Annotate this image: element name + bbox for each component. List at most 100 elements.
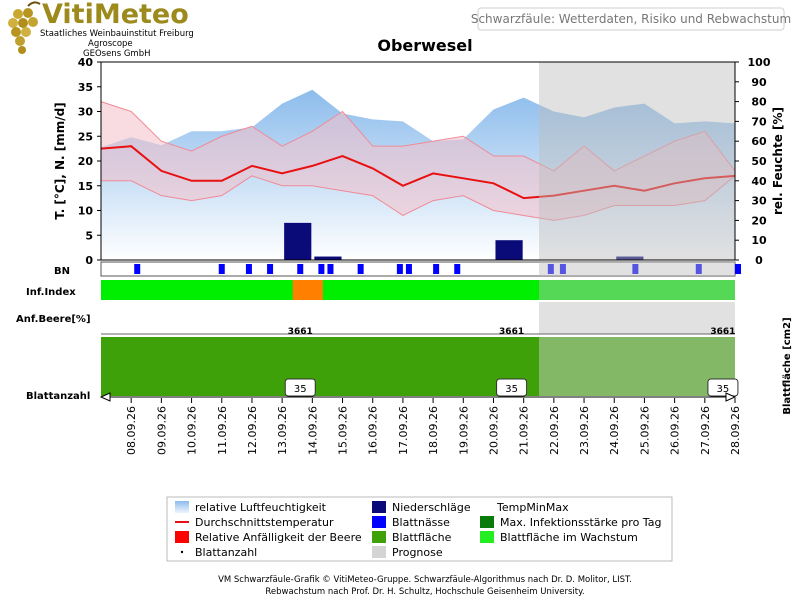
subtitle: Schwarzfäule: Wetterdaten, Risiko und Re… [471, 12, 791, 26]
leaf-wetness-mark [454, 264, 461, 274]
leaf-wetness-mark [396, 264, 403, 274]
y-left-tick-label: 5 [85, 229, 93, 242]
temp-max-line [100, 101, 736, 172]
date-label: 20.09.26 [487, 406, 500, 455]
leaf-wetness-mark [405, 264, 412, 274]
y-right-tick-label: 10 [751, 234, 767, 247]
infection-forecast-overlay [539, 280, 735, 300]
temp-min-line [101, 175, 736, 221]
leaf-wetness-mark [695, 264, 702, 274]
leaf-wetness-mark [547, 264, 554, 274]
leaf-wetness-mark [218, 264, 225, 274]
temp-avg-line [100, 145, 736, 200]
legend-label: Max. Infektionsstärke pro Tag [500, 516, 661, 529]
leaf-wetness-mark [318, 264, 325, 274]
leaf-count-box [707, 378, 739, 397]
precipitation-bar [616, 256, 644, 260]
leaf-wetness-mark [297, 264, 304, 274]
logo: VitiMeteo Staatliches Weinbauinstitut Fr… [8, 0, 194, 59]
y-left-tick-label: 30 [78, 106, 94, 119]
footer-line-2: Rebwachstum nach Prof. Dr. H. Schultz, H… [265, 587, 584, 597]
leaf-area-value: 3661 [710, 327, 735, 337]
legend-label: TempMinMax [496, 501, 569, 514]
legend-label: relative Luftfeuchtigkeit [195, 501, 327, 514]
precipitation-bar [495, 240, 523, 260]
legend-swatch [175, 531, 189, 543]
legend-swatch [180, 550, 184, 554]
y-right-tick-label: 60 [751, 135, 767, 148]
legend: relative Luftfeuchtigkeit Durchschnittste… [166, 496, 673, 562]
legend-swatch [372, 546, 386, 558]
y-left-tick-label: 35 [78, 81, 93, 94]
legend-swatch [480, 516, 494, 528]
leaf-count-box [284, 378, 316, 397]
logo-text: VitiMeteo [42, 0, 189, 30]
infection-segment [101, 280, 293, 300]
org-line-3: GEOsens GmbH [83, 49, 150, 59]
bn-forecast-overlay [539, 262, 735, 276]
legend-label: Blattfläche im Wachstum [500, 531, 638, 544]
forecast-overlay [539, 62, 735, 260]
y-right-tick-label: 0 [755, 254, 763, 267]
grape-icon [8, 1, 41, 54]
legend-swatch [480, 531, 494, 543]
date-label: 09.09.26 [155, 406, 168, 455]
date-label: 23.09.26 [578, 406, 591, 455]
leaf-wetness-mark [327, 264, 334, 274]
date-label: 12.09.26 [246, 406, 259, 455]
precipitation-bar [314, 256, 342, 260]
leaf-wetness-mark [134, 264, 141, 274]
y-axis-right-label: rel. Feuchte [%] [771, 107, 785, 215]
leaf-wetness-mark [267, 264, 274, 274]
infection-index-label: Inf.Index [26, 287, 76, 298]
infection-index-row: Inf.Index [26, 280, 735, 300]
y-right-tick-label: 80 [751, 96, 767, 109]
subtitle-box [477, 7, 785, 31]
legend-label: Relative Anfälligkeit der Beere [195, 531, 362, 544]
berry-label: Anf.Beere[%] [16, 314, 91, 325]
precipitation-bar [284, 222, 312, 260]
leaf-wetness-mark [357, 264, 364, 274]
y-right-tick-label: 70 [751, 115, 767, 128]
leaf-wetness-mark [433, 264, 440, 274]
date-label: 27.09.26 [699, 406, 712, 455]
leaf-count-label: Blattanzahl [26, 391, 90, 402]
leaf-count-arrow [99, 392, 737, 402]
date-label: 18.09.26 [427, 406, 440, 455]
date-label: 11.09.26 [216, 406, 229, 455]
date-label: 22.09.26 [548, 406, 561, 455]
leaf-wetness-mark [559, 264, 566, 274]
leaf-count-box [496, 378, 528, 397]
y-right-tick-label: 20 [751, 214, 767, 227]
leaf-area-value: 3661 [499, 327, 524, 337]
date-label: 19.09.26 [457, 406, 470, 455]
berry-forecast-overlay [539, 302, 735, 334]
infection-segment [292, 280, 323, 300]
date-label: 24.09.26 [608, 406, 621, 455]
date-label: 17.09.26 [397, 406, 410, 455]
leaf-count-value: 35 [717, 384, 730, 395]
y-left-tick-label: 25 [78, 130, 93, 143]
infection-segment [322, 280, 535, 300]
berry-track [101, 302, 735, 334]
date-label: 28.09.26 [729, 406, 742, 455]
y-left-tick-label: 10 [78, 205, 94, 218]
y-left-tick-label: 0 [85, 254, 93, 267]
y-right-tick-label: 40 [751, 175, 767, 188]
y-left-tick-label: 40 [78, 56, 94, 69]
legend-swatch [372, 531, 386, 543]
berry-row: Anf.Beere[%] [16, 302, 735, 335]
footer-line-1: VM Schwarzfäule-Grafik © VitiMeteo-Grupp… [218, 575, 632, 585]
chart-title: Oberwesel [377, 36, 472, 55]
date-label: 16.09.26 [367, 406, 380, 455]
legend-label: Niederschläge [392, 501, 471, 514]
legend-swatch [372, 516, 386, 528]
date-label: 25.09.26 [638, 406, 651, 455]
leaf-count-value: 35 [294, 384, 307, 395]
leaf-wetness-mark [735, 264, 742, 274]
legend-label: Blattanzahl [195, 546, 257, 559]
org-line-1: Staatliches Weinbauinstitut Freiburg [40, 29, 194, 39]
x-axis-dates: 08.09.26 09.09.26 10.09.26 11.09.26 12.09.26… [125, 398, 742, 455]
